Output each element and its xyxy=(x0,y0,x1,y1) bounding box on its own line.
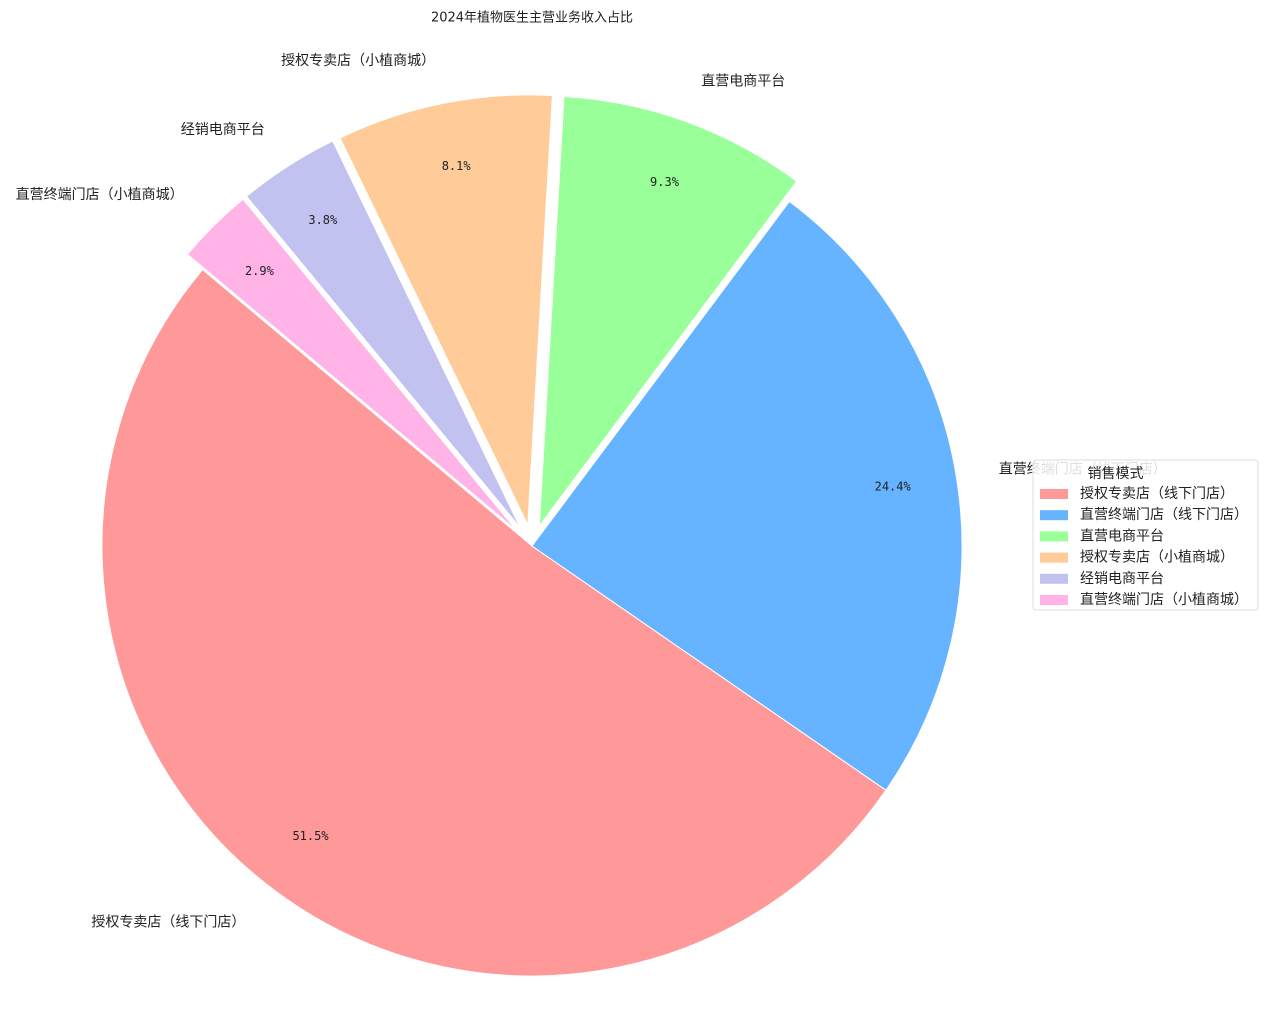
percent-label: 2.9% xyxy=(245,264,275,278)
pie-slice xyxy=(339,94,553,527)
legend-label: 直营终端门店（小植商城） xyxy=(1080,591,1248,608)
legend-swatch xyxy=(1040,510,1068,521)
legend-title: 销售模式 xyxy=(1088,466,1144,482)
legend-swatch xyxy=(1040,489,1068,499)
slice-label: 直营终端门店（小植商城） xyxy=(16,186,184,203)
percent-label: 8.1% xyxy=(442,159,472,173)
legend-label: 直营终端门店（线下门店） xyxy=(1080,506,1248,523)
legend-swatch xyxy=(1040,573,1068,584)
legend-label: 授权专卖店（小植商城） xyxy=(1080,550,1234,566)
percent-label: 3.8% xyxy=(308,213,338,227)
pie-slice xyxy=(245,140,521,529)
slice-label: 直营电商平台 xyxy=(701,72,785,89)
slice-label: 经销电商平台 xyxy=(181,122,265,138)
legend-box xyxy=(1032,459,1259,611)
legend-label: 直营电商平台 xyxy=(1080,527,1164,544)
legend-swatch xyxy=(1040,552,1068,563)
pie-slice xyxy=(538,95,798,528)
percent-label: 24.4% xyxy=(875,479,912,493)
slice-label: 授权专卖店（线下门店） xyxy=(91,914,245,930)
pie-slice xyxy=(531,200,963,791)
legend-swatch xyxy=(1040,531,1068,542)
slice-label: 授权专卖店（小植商城） xyxy=(281,53,435,69)
pie-slice xyxy=(186,198,518,532)
percent-label: 9.3% xyxy=(650,175,680,189)
percent-label: 51.5% xyxy=(292,829,329,843)
legend-swatch xyxy=(1040,595,1068,605)
pie-slice xyxy=(101,268,887,977)
chart-title: 2024年植物医生主营业务收入占比 xyxy=(431,10,633,26)
legend-label: 授权专卖店（线下门店） xyxy=(1080,486,1234,502)
legend-label: 经销电商平台 xyxy=(1080,571,1164,587)
